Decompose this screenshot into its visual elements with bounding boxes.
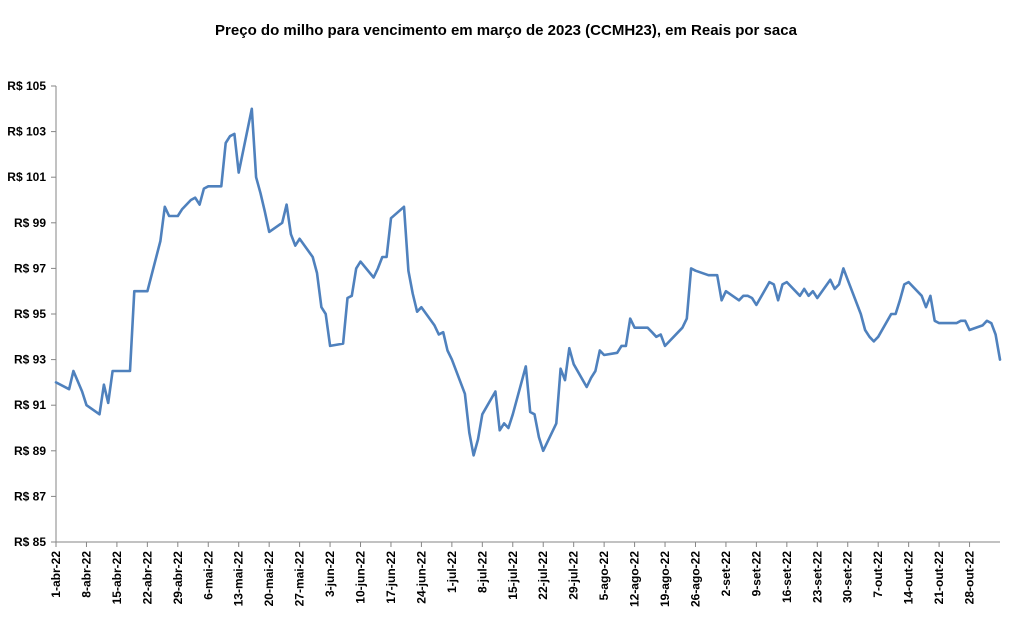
y-tick-label: R$ 97 <box>14 261 46 275</box>
x-tick-label: 9-set-22 <box>749 551 763 597</box>
x-tick-label: 15-abr-22 <box>110 551 124 605</box>
y-tick-label: R$ 95 <box>14 307 46 321</box>
x-axis: 1-abr-22 8-abr-22 15-abr-22 22-abr-22 29-abr… <box>49 541 1000 607</box>
x-tick-label: 13-mai-22 <box>232 551 246 607</box>
chart-title: Preço do milho para vencimento em março … <box>215 22 798 39</box>
x-tick-label: 28-out-22 <box>963 551 977 605</box>
x-tick-label: 27-mai-22 <box>293 551 307 607</box>
x-tick-label: 3-jun-22 <box>323 551 337 597</box>
x-tick-label: 10-jun-22 <box>354 551 368 604</box>
x-tick-label: 2-set-22 <box>719 551 733 597</box>
x-tick-label: 1-jul-22 <box>445 551 459 593</box>
y-tick-label: R$ 89 <box>14 444 46 458</box>
y-tick-label: R$ 99 <box>14 216 46 230</box>
x-tick-label: 1-abr-22 <box>49 551 63 598</box>
x-tick-label: 21-out-22 <box>932 551 946 605</box>
x-tick-label: 14-out-22 <box>902 551 916 605</box>
x-tick-label: 26-ago-22 <box>688 551 702 607</box>
x-tick-label: 22-jul-22 <box>536 551 550 600</box>
y-tick-label: R$ 101 <box>7 170 46 184</box>
y-tick-label: R$ 103 <box>7 125 46 139</box>
x-tick-label: 5-ago-22 <box>597 551 611 601</box>
x-tick-label: 8-abr-22 <box>79 551 93 598</box>
x-tick-label: 15-jul-22 <box>506 551 520 600</box>
x-tick-label: 29-abr-22 <box>171 551 185 605</box>
y-tick-label: R$ 91 <box>14 398 46 412</box>
y-tick-label: R$ 93 <box>14 353 46 367</box>
y-tick-label: R$ 87 <box>14 489 46 503</box>
x-tick-label: 24-jun-22 <box>414 551 428 604</box>
x-tick-label: 17-jun-22 <box>384 551 398 604</box>
y-tick-label: R$ 85 <box>14 535 46 549</box>
x-tick-label: 16-set-22 <box>780 551 794 603</box>
x-tick-label: 19-ago-22 <box>658 551 672 607</box>
x-tick-label: 30-set-22 <box>841 551 855 603</box>
series-line-ccmh23 <box>54 107 1002 457</box>
x-tick-label: 7-out-22 <box>871 551 885 598</box>
x-tick-label: 6-mai-22 <box>201 551 215 600</box>
x-tick-label: 12-ago-22 <box>628 551 642 607</box>
x-tick-label: 8-jul-22 <box>475 551 489 593</box>
y-axis: R$ 85 R$ 87 R$ 89 R$ 91 R$ 93 R$ 95 R$ 97 R$ 99… <box>7 79 57 549</box>
y-tick-label: R$ 105 <box>7 79 46 93</box>
x-tick-label: 29-jul-22 <box>567 551 581 600</box>
x-tick-label: 22-abr-22 <box>140 551 154 605</box>
x-tick-label: 20-mai-22 <box>262 551 276 607</box>
x-tick-label: 23-set-22 <box>810 551 824 603</box>
